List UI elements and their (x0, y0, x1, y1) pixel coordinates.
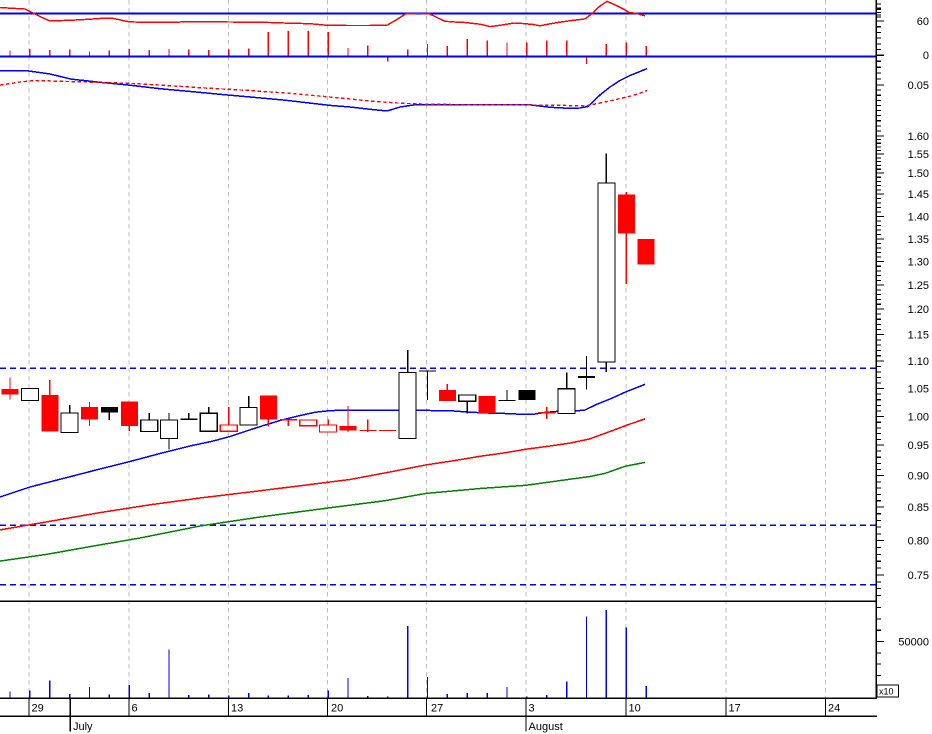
svg-text:0.05: 0.05 (908, 80, 929, 92)
svg-text:13: 13 (231, 703, 243, 715)
svg-text:1.50: 1.50 (908, 168, 929, 180)
svg-text:20: 20 (331, 703, 343, 715)
svg-text:1.25: 1.25 (908, 280, 929, 292)
svg-text:0.85: 0.85 (908, 502, 929, 514)
svg-text:24: 24 (828, 703, 840, 715)
svg-text:3: 3 (529, 703, 535, 715)
svg-text:1.00: 1.00 (908, 411, 929, 423)
svg-text:1.45: 1.45 (908, 189, 929, 201)
svg-text:1.35: 1.35 (908, 234, 929, 246)
svg-text:0.80: 0.80 (908, 535, 929, 547)
svg-text:1.40: 1.40 (908, 211, 929, 223)
svg-text:July: July (73, 721, 93, 733)
svg-text:x10: x10 (879, 687, 894, 697)
svg-text:1.05: 1.05 (908, 383, 929, 395)
svg-text:1.20: 1.20 (908, 304, 929, 316)
svg-text:0: 0 (923, 50, 929, 62)
svg-text:August: August (529, 721, 563, 733)
svg-text:0.90: 0.90 (908, 470, 929, 482)
svg-text:50000: 50000 (898, 636, 929, 648)
svg-text:1.30: 1.30 (908, 256, 929, 268)
svg-text:0.95: 0.95 (908, 440, 929, 452)
svg-text:27: 27 (431, 703, 443, 715)
svg-text:1.15: 1.15 (908, 329, 929, 341)
svg-text:17: 17 (729, 703, 741, 715)
svg-text:1.10: 1.10 (908, 356, 929, 368)
svg-text:6: 6 (132, 703, 138, 715)
svg-text:10: 10 (629, 703, 641, 715)
svg-text:1.55: 1.55 (908, 149, 929, 161)
svg-text:0.75: 0.75 (908, 570, 929, 582)
svg-text:60: 60 (917, 16, 929, 28)
svg-text:1.60: 1.60 (908, 131, 929, 143)
svg-text:29: 29 (32, 703, 44, 715)
